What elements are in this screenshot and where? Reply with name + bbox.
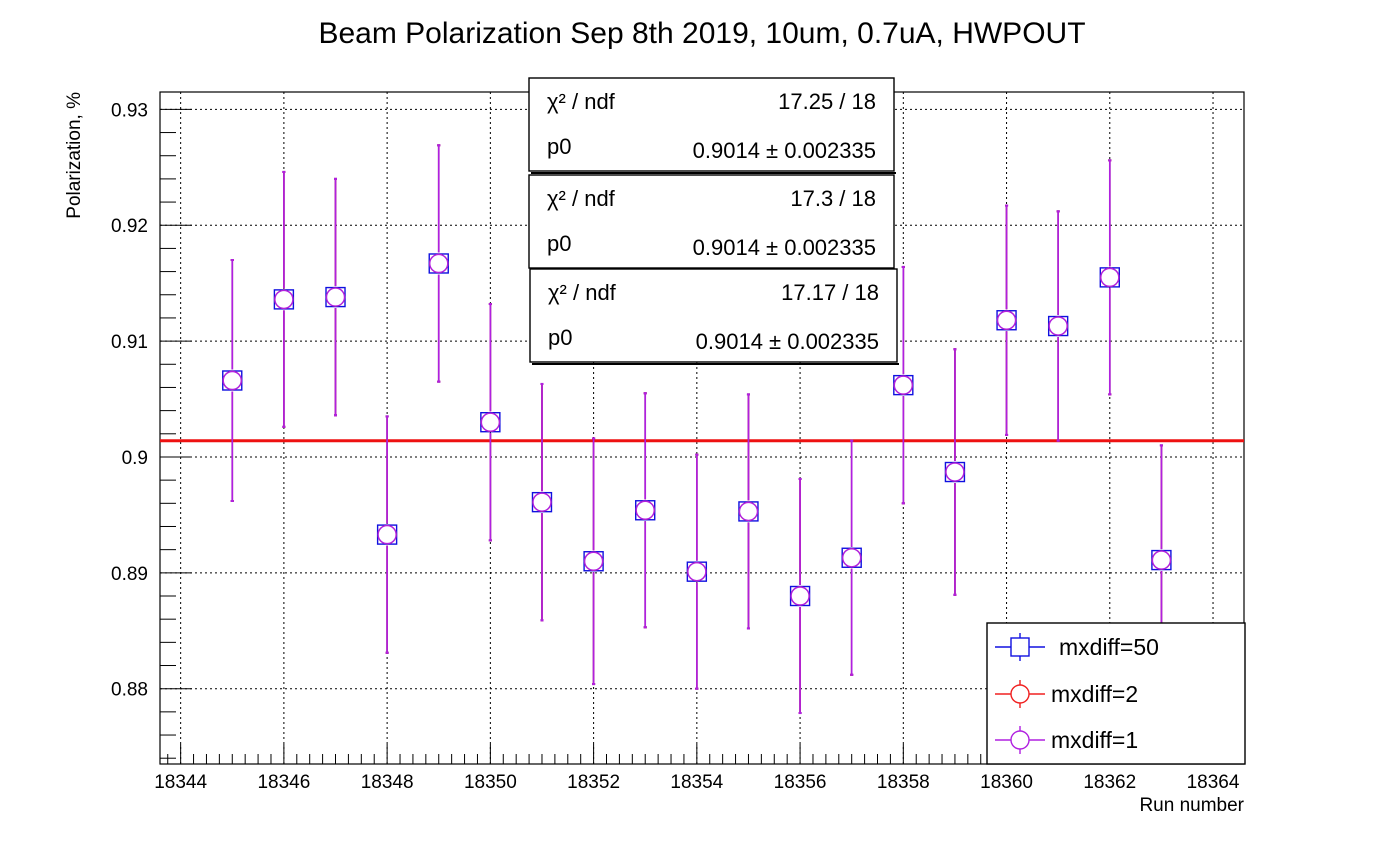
- stat-box: [529, 268, 898, 363]
- x-tick-label: 18348: [361, 772, 414, 793]
- stat-box: [528, 77, 895, 172]
- x-axis-label: Run number: [1139, 795, 1244, 816]
- x-tick-label: 18362: [1083, 772, 1136, 793]
- chi2-label: χ² / ndf: [548, 280, 617, 305]
- p0-label: p0: [547, 134, 571, 159]
- x-tick-label: 18344: [154, 772, 207, 793]
- y-tick-label: 0.91: [111, 332, 148, 353]
- data-point-circle: [635, 500, 655, 520]
- data-point-circle: [377, 524, 397, 545]
- x-tick-label: 18350: [464, 772, 517, 793]
- p0-label: p0: [548, 325, 572, 350]
- p0-label: p0: [547, 231, 571, 256]
- y-tick-label: 0.9: [122, 448, 148, 469]
- x-tick-label: 18346: [257, 772, 310, 793]
- chi2-label: χ² / ndf: [547, 186, 616, 211]
- y-tick-label: 0.92: [111, 216, 148, 237]
- x-tick-label: 18352: [567, 772, 620, 793]
- data-point-circle: [996, 310, 1017, 330]
- y-axis-label: Polarization, %: [64, 92, 85, 219]
- data-point-circle: [583, 551, 604, 571]
- y-tick-label: 0.88: [111, 680, 148, 701]
- data-point-circle: [1151, 550, 1172, 570]
- p0-value: 0.9014 ± 0.002335: [693, 138, 876, 163]
- data-point-circle: [738, 501, 759, 522]
- data-point-circle: [1100, 267, 1120, 288]
- x-tick-label: 18358: [877, 772, 930, 793]
- y-tick-label: 0.93: [111, 100, 148, 121]
- x-tick-label: 18354: [670, 772, 723, 793]
- legend-marker-circle: [1010, 730, 1030, 750]
- legend: mxdiff=50 mxdiff=2 mxdiff=1: [986, 622, 1246, 765]
- data-point-circle: [274, 289, 294, 310]
- data-point-circle: [790, 586, 810, 606]
- chi2-label: χ² / ndf: [547, 89, 616, 114]
- x-tick-label: 18360: [980, 772, 1033, 793]
- data-point-circle: [480, 412, 501, 432]
- data-point-circle: [945, 462, 965, 482]
- legend-label: mxdiff=2: [1051, 681, 1138, 707]
- data-point-circle: [893, 375, 914, 395]
- data-point-circle: [429, 253, 449, 274]
- legend-label: mxdiff=1: [1051, 727, 1138, 753]
- chart-title: Beam Polarization Sep 8th 2019, 10um, 0.…: [318, 17, 1085, 50]
- y-tick-label: 0.89: [111, 564, 148, 585]
- x-tick-label: 18356: [774, 772, 827, 793]
- data-point-circle: [532, 492, 552, 512]
- chi2-value: 17.3 / 18: [790, 186, 876, 211]
- x-tick-label: 18364: [1187, 772, 1240, 793]
- axes: 18344 18346 18348 18350 18352 18354 18356 18358…: [111, 100, 1240, 793]
- data-points: [222, 144, 1172, 715]
- chi2-value: 17.17 / 18: [781, 280, 879, 305]
- legend-label: mxdiff=50: [1059, 634, 1159, 660]
- data-point-circle: [1048, 316, 1068, 336]
- data-point-circle: [687, 561, 707, 582]
- legend-marker-circle: [1010, 684, 1030, 704]
- p0-value: 0.9014 ± 0.002335: [696, 329, 879, 354]
- data-point-circle: [222, 370, 242, 391]
- fit-stat-boxes: χ² / ndf 17.25 / 18 p0 0.9014 ± 0.002335 χ² …: [528, 77, 899, 365]
- data-point-circle: [325, 287, 346, 307]
- stat-box: [528, 174, 895, 269]
- chi2-value: 17.25 / 18: [778, 89, 876, 114]
- legend-marker-square: [1010, 637, 1030, 657]
- data-point-circle: [841, 548, 862, 568]
- p0-value: 0.9014 ± 0.002335: [693, 235, 876, 260]
